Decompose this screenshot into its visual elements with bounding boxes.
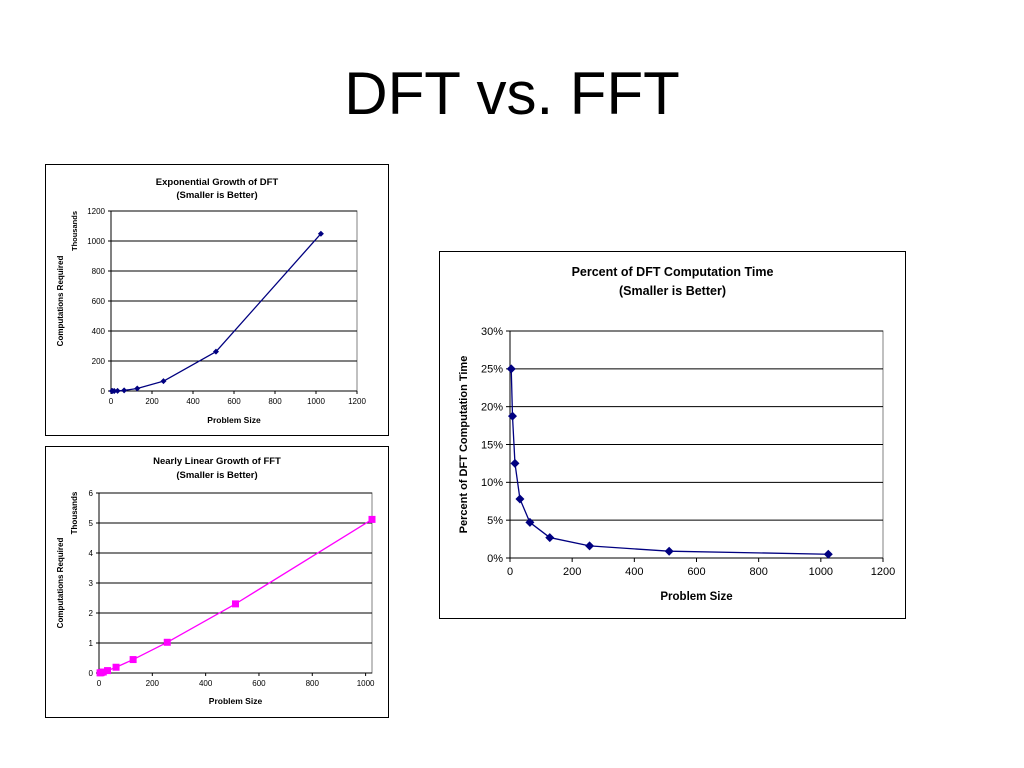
data-point — [507, 411, 517, 421]
chart-title: Exponential Growth of DFT — [156, 177, 279, 188]
x-tick-label: 1200 — [871, 566, 895, 578]
y-axis-label: Percent of DFT Computation Time — [458, 356, 470, 534]
x-tick-label: 400 — [186, 397, 200, 406]
y-tick-label: 30% — [481, 326, 503, 338]
x-tick-label: 400 — [199, 679, 213, 688]
x-tick-label: 600 — [252, 679, 266, 688]
x-tick-label: 1000 — [307, 397, 325, 406]
dft-growth-chart: Exponential Growth of DFT (Smaller is Bet… — [45, 164, 389, 436]
data-point — [317, 230, 324, 237]
data-point — [515, 494, 525, 504]
data-point — [545, 533, 555, 543]
y-tick-label: 25% — [481, 364, 503, 376]
data-point — [368, 515, 376, 523]
y-tick-label: 1000 — [87, 237, 105, 246]
data-point — [104, 667, 112, 675]
data-point — [232, 600, 239, 608]
y-tick-label: 0 — [101, 387, 106, 396]
y-tick-label: 400 — [92, 327, 106, 336]
x-axis-label: Problem Size — [209, 696, 263, 706]
x-tick-label: 800 — [306, 679, 320, 688]
y-tick-label: 1 — [89, 639, 94, 648]
y-tick-label: 6 — [89, 489, 94, 498]
data-point — [664, 546, 674, 556]
chart-title: Percent of DFT Computation Time — [572, 265, 774, 279]
x-tick-label: 600 — [227, 397, 241, 406]
x-tick-label: 1200 — [348, 397, 366, 406]
series-line — [99, 518, 373, 674]
y-axis-label: Computations Required — [56, 538, 65, 629]
y-tick-label: 3 — [89, 579, 94, 588]
y-tick-label: 5 — [89, 519, 94, 528]
y-tick-label: 4 — [89, 549, 94, 558]
x-tick-label: 1000 — [357, 679, 375, 688]
y-tick-label: 10% — [481, 477, 503, 489]
y-tick-label: 20% — [481, 402, 503, 414]
x-tick-label: 400 — [625, 566, 643, 578]
chart-subtitle: (Smaller is Better) — [176, 190, 257, 201]
data-point — [99, 668, 107, 676]
data-point — [129, 656, 137, 664]
data-point — [163, 638, 171, 646]
y-tick-label: 600 — [92, 297, 106, 306]
data-point — [134, 385, 141, 392]
x-axis-label: Problem Size — [207, 415, 261, 425]
chart-subtitle: (Smaller is Better) — [619, 284, 726, 298]
slide-title: DFT vs. FFT — [344, 60, 680, 127]
y-unit-label: Thousands — [70, 491, 79, 534]
data-point — [525, 517, 535, 527]
x-axis-label: Problem Size — [660, 591, 732, 603]
data-point — [160, 378, 167, 385]
series-line — [510, 368, 829, 555]
y-tick-label: 5% — [487, 515, 503, 527]
percent-dft-time-chart: Percent of DFT Computation Time (Smaller … — [439, 251, 906, 619]
data-point — [212, 348, 219, 355]
x-tick-label: 200 — [563, 566, 581, 578]
chart-title: Nearly Linear Growth of FFT — [153, 456, 281, 467]
x-tick-label: 0 — [507, 566, 513, 578]
y-tick-label: 0% — [487, 553, 503, 565]
y-unit-label: Thousands — [70, 211, 79, 251]
y-tick-label: 1200 — [87, 207, 105, 216]
data-point — [510, 458, 520, 468]
data-point — [112, 663, 120, 671]
series-line — [111, 233, 322, 392]
data-point — [121, 387, 128, 394]
y-tick-label: 800 — [92, 267, 106, 276]
x-tick-label: 0 — [109, 397, 114, 406]
x-tick-label: 800 — [268, 397, 282, 406]
y-tick-label: 15% — [481, 439, 503, 451]
x-tick-label: 200 — [145, 397, 159, 406]
data-point — [506, 364, 516, 374]
fft-growth-chart: Nearly Linear Growth of FFT (Smaller is B… — [45, 446, 389, 718]
y-axis-label: Computations Required — [56, 256, 65, 347]
x-tick-label: 0 — [97, 679, 102, 688]
x-tick-label: 800 — [749, 566, 767, 578]
data-point — [585, 541, 595, 551]
x-tick-label: 600 — [687, 566, 705, 578]
data-point — [111, 387, 118, 394]
chart-subtitle: (Smaller is Better) — [176, 470, 257, 481]
data-point — [114, 387, 121, 394]
data-point — [823, 549, 833, 559]
x-tick-label: 200 — [146, 679, 160, 688]
y-tick-label: 0 — [89, 669, 94, 678]
x-tick-label: 1000 — [809, 566, 833, 578]
y-tick-label: 2 — [89, 609, 94, 618]
y-tick-label: 200 — [92, 357, 106, 366]
